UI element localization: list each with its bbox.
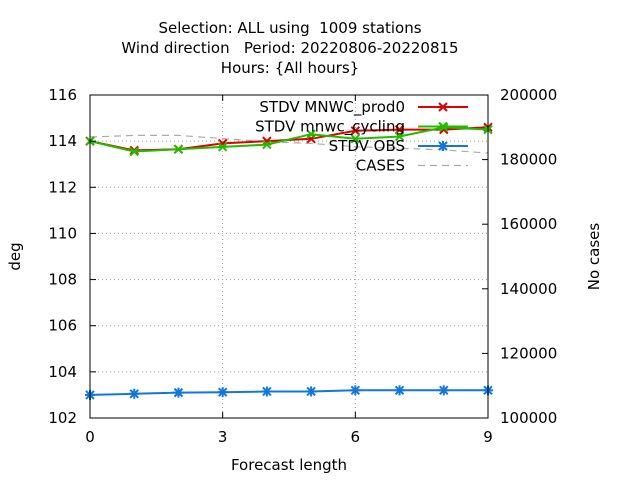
y-tick-label: 112	[48, 178, 77, 196]
y2-tick-label: 200000	[500, 86, 557, 104]
data-point	[217, 387, 228, 398]
data-point	[262, 139, 272, 150]
data-point	[129, 388, 140, 399]
legend-label: CASES	[356, 157, 405, 175]
x-tick-label: 9	[483, 428, 493, 446]
legend-label: STDV MNWC_prod0	[259, 98, 405, 117]
data-point	[350, 126, 361, 136]
data-point	[394, 131, 405, 142]
series-line-1	[89, 126, 489, 153]
data-point	[350, 385, 361, 396]
y-tick-label: 108	[48, 271, 77, 289]
y2-axis-label: No cases	[585, 223, 603, 291]
x-tick-label: 6	[351, 428, 361, 446]
chart-title: Selection: ALL using 1009 stations Wind d…	[121, 19, 458, 77]
data-point	[438, 385, 449, 396]
y2-tick-label: 120000	[500, 344, 557, 362]
legend-label: STDV mnwc_cycling	[255, 118, 405, 137]
legend-marker	[438, 121, 448, 132]
legend-marker	[438, 102, 448, 112]
data-point	[261, 386, 272, 397]
y-tick-label: 116	[48, 86, 77, 104]
grid	[90, 95, 488, 418]
title-line: Wind direction Period: 20220806-20220815	[121, 39, 458, 57]
y-tick-label: 106	[48, 317, 77, 335]
x-tick-label: 3	[218, 428, 228, 446]
axis-ticks: 0 3 6 9 102 104 106 108 110 112 114 116 100000 120000…	[48, 86, 557, 446]
y-axis-label: deg	[6, 242, 24, 270]
title-line: Selection: ALL using 1009 stations	[158, 19, 421, 37]
data-point	[173, 144, 184, 154]
data-point	[306, 129, 316, 139]
data-point	[306, 386, 317, 397]
x-axis-label: Forecast length	[231, 456, 347, 474]
data-point	[394, 124, 405, 135]
data-point	[394, 385, 405, 396]
plot-frame	[89, 94, 489, 419]
y2-tick-label: 100000	[500, 409, 557, 427]
y2-tick-label: 160000	[500, 215, 557, 233]
title-line: Hours: {All hours}	[221, 59, 359, 77]
y-tick-label: 110	[48, 224, 77, 242]
data-point	[217, 142, 228, 152]
data-point	[350, 134, 361, 144]
series-area	[85, 122, 493, 400]
data-point	[129, 146, 139, 157]
y-tick-label: 102	[48, 409, 77, 427]
x-tick-label: 0	[85, 428, 95, 446]
y2-tick-label: 140000	[500, 280, 557, 298]
y-tick-label: 114	[48, 132, 77, 150]
y-tick-label: 104	[48, 363, 77, 381]
series-line-3	[89, 134, 489, 154]
y2-tick-label: 180000	[500, 151, 557, 169]
series-line-2	[89, 389, 488, 396]
legend-label: STDV OBS	[329, 137, 405, 155]
data-point	[173, 387, 184, 398]
legend-marker	[438, 141, 448, 151]
